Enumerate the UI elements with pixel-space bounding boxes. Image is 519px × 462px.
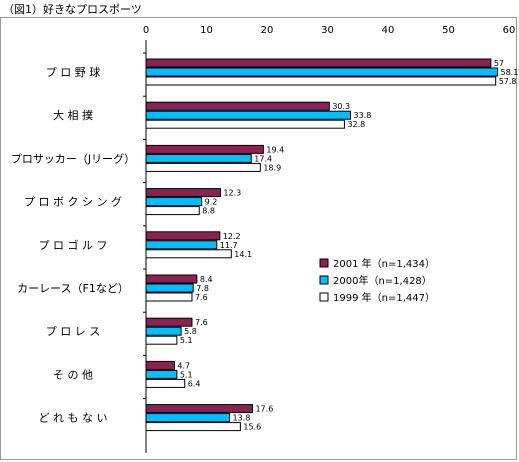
data-label: 8.4 (200, 275, 213, 284)
data-label: 7.8 (196, 284, 209, 293)
bar (145, 240, 218, 250)
x-tick-label: 50 (442, 25, 455, 36)
bar (145, 422, 241, 432)
bar (145, 76, 497, 86)
data-label: 13.8 (232, 414, 250, 423)
x-tick-label: 30 (321, 25, 334, 36)
x-tick-label: 10 (200, 25, 213, 36)
bar (145, 144, 264, 154)
bar (145, 404, 253, 414)
data-label: 57 (494, 59, 504, 68)
bar (145, 413, 230, 423)
bar (145, 119, 345, 129)
data-label: 4.7 (177, 361, 190, 370)
data-label: 18.9 (263, 163, 281, 172)
bar (145, 58, 492, 68)
legend-swatch (319, 258, 329, 268)
bar (145, 249, 232, 259)
data-label: 17.6 (255, 405, 273, 414)
data-label: 5.1 (180, 370, 193, 379)
x-tick-label: 20 (261, 25, 274, 36)
legend-label: 2000年（n=1,428） (333, 274, 432, 287)
bar (145, 378, 186, 388)
data-label: 8.8 (202, 207, 215, 216)
category-label: プ ロ ゴ ル フ (39, 238, 108, 252)
category-label: プ ロ レ ス (46, 325, 101, 338)
data-label: 11.7 (220, 241, 238, 250)
bar (145, 283, 194, 293)
bar (145, 369, 178, 379)
bar (145, 326, 182, 336)
data-label: 14.1 (234, 250, 252, 259)
legend-swatch (319, 275, 329, 285)
bar (145, 360, 175, 370)
data-label: 30.3 (332, 102, 350, 111)
x-tick-label: 40 (382, 25, 395, 36)
bar (145, 67, 499, 77)
data-label: 57.8 (499, 77, 517, 86)
category-label: ど れ も な い (39, 412, 108, 425)
bar (145, 317, 193, 327)
x-tick-label: 60 (503, 25, 516, 36)
bar (145, 231, 221, 241)
figure-title: （図1）好きなプロスポーツ (3, 3, 142, 16)
data-label: 12.2 (223, 232, 241, 241)
bar (145, 101, 330, 111)
category-label: そ の 他 (53, 368, 93, 381)
data-label: 19.4 (266, 145, 284, 154)
category-label: 大 相 撲 (53, 108, 93, 122)
bar (145, 292, 193, 302)
legend-label: 2001 年（n=1,434） (333, 257, 435, 270)
bar (145, 153, 252, 163)
data-label: 17.4 (254, 154, 272, 163)
data-label: 58.1 (501, 68, 518, 77)
data-label: 9.2 (205, 198, 218, 207)
data-label: 12.3 (223, 189, 241, 198)
data-label: 33.8 (353, 111, 371, 120)
bar (145, 162, 261, 172)
bar (145, 335, 178, 345)
data-label: 7.6 (195, 293, 208, 302)
data-label: 32.8 (347, 120, 365, 129)
bar (145, 188, 221, 198)
category-label: カーレース（F1など） (17, 282, 129, 295)
category-label: プ ロ 野 球 (46, 65, 101, 79)
bar (145, 206, 200, 216)
x-tick-label: 0 (143, 25, 149, 36)
bar (145, 110, 351, 120)
data-label: 5.8 (184, 327, 197, 336)
data-label: 15.6 (243, 423, 261, 432)
data-label: 6.4 (188, 379, 201, 388)
category-label: プ ロ ボ ク シ ン グ (24, 195, 122, 209)
bar (145, 197, 203, 207)
category-label: プロサッカー（Jリーグ） (11, 151, 135, 165)
data-label: 5.1 (180, 336, 193, 345)
legend-label: 1999 年（n=1,447） (333, 291, 435, 304)
legend-swatch (319, 292, 329, 302)
data-label: 7.6 (195, 318, 208, 327)
bar (145, 274, 198, 284)
